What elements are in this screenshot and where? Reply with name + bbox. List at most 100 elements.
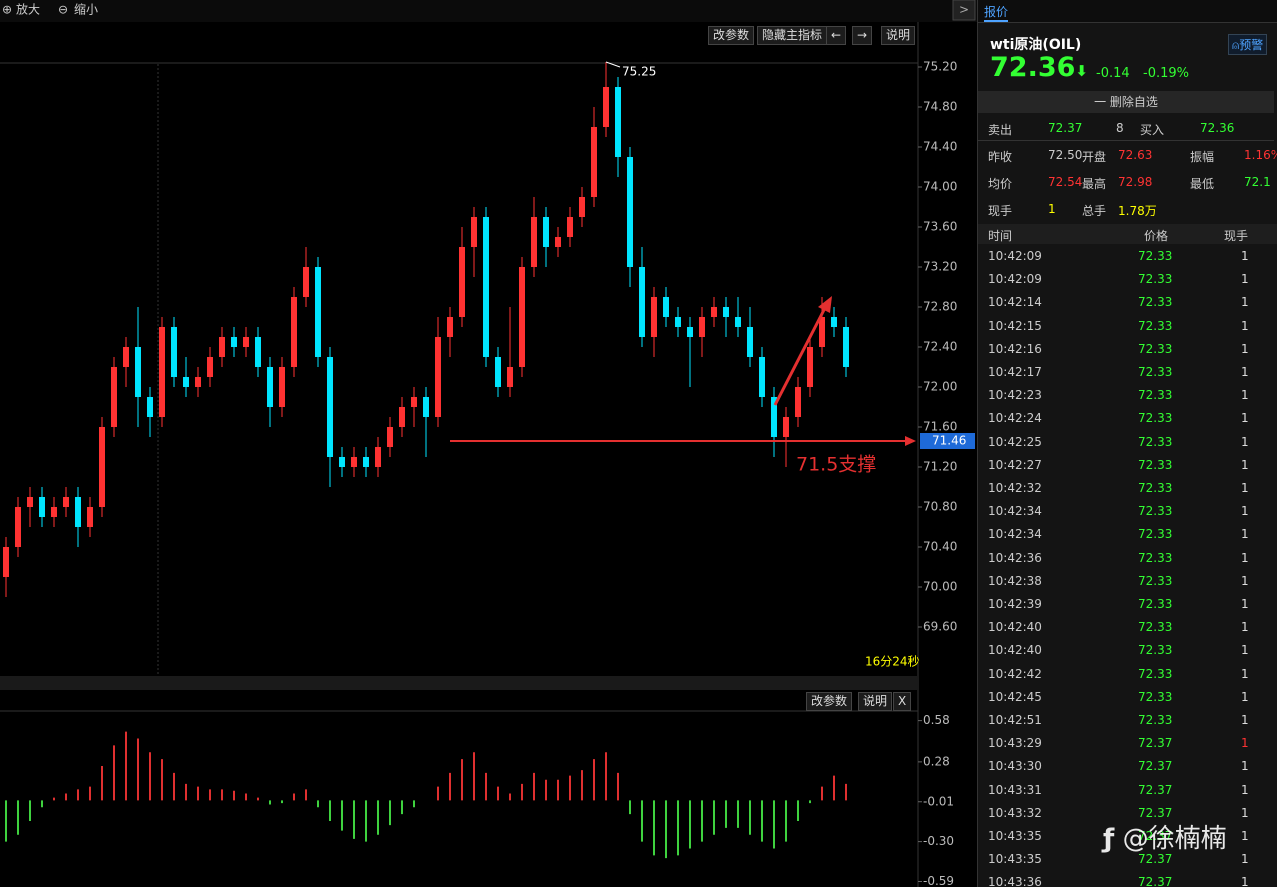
y-tick-label: 72.40 xyxy=(923,340,957,354)
toolbar-button[interactable]: ← xyxy=(826,26,847,45)
candle-body xyxy=(663,297,669,317)
watermark-text: @徐楠楠 xyxy=(1122,824,1227,854)
y-tick-label: 74.40 xyxy=(923,140,957,154)
toolbar-button[interactable]: 说明 xyxy=(881,26,916,45)
candle-body xyxy=(675,317,681,327)
toolbar-button[interactable]: 改参数 xyxy=(708,26,755,45)
candle-body xyxy=(603,87,609,127)
trade-price: 72.33 xyxy=(1138,457,1173,472)
zoom-out[interactable]: 缩小 xyxy=(74,2,98,17)
trade-price: 72.33 xyxy=(1138,504,1173,519)
candle-body xyxy=(375,447,381,467)
y-tick-label: 72.80 xyxy=(923,300,957,314)
zoom-out-icon[interactable]: ⊖ xyxy=(58,3,68,17)
collapse-button[interactable] xyxy=(952,0,976,21)
candle-body xyxy=(135,347,141,397)
trade-time: 10:42:38 xyxy=(988,573,1042,588)
trade-time: 10:42:42 xyxy=(988,666,1042,681)
candle-body xyxy=(819,317,825,347)
sell-price: 72.37 xyxy=(1048,121,1083,135)
trade-volume: 1 xyxy=(1241,365,1249,379)
trade-volume: 1 xyxy=(1241,573,1249,588)
y-tick-label: 75.20 xyxy=(923,60,957,74)
candle-body xyxy=(111,367,117,427)
trade-time: 10:42:16 xyxy=(988,341,1042,356)
candle-body xyxy=(795,387,801,417)
candle-body xyxy=(87,507,93,527)
change: -0.14 xyxy=(1096,66,1130,81)
y-tick-label: -0.01 xyxy=(923,794,954,808)
trade-time: 10:42:23 xyxy=(988,388,1042,403)
y-tick-label: -0.59 xyxy=(923,874,954,887)
candle-body xyxy=(267,367,273,407)
col-volume: 现手 xyxy=(1224,229,1249,243)
trade-volume: 1 xyxy=(1241,272,1249,287)
candle-body xyxy=(435,337,441,417)
stat-value: 72.50 xyxy=(1048,148,1083,162)
trade-time: 10:43:31 xyxy=(988,782,1042,797)
tab[interactable]: 报价 xyxy=(984,3,1009,22)
candle-body xyxy=(735,317,741,327)
trade-time: 10:42:15 xyxy=(988,318,1042,333)
toolbar-button[interactable]: → xyxy=(852,26,873,45)
annotation: 71.5支撑 xyxy=(796,454,876,476)
trade-price: 72.37 xyxy=(1138,829,1173,843)
sell-qty: 8 xyxy=(1116,121,1124,135)
candle-body xyxy=(519,267,525,367)
trade-price: 72.37 xyxy=(1138,736,1173,751)
last-price: 71.46 xyxy=(932,434,966,448)
candle-body xyxy=(363,457,369,467)
trade-time: 10:43:29 xyxy=(988,736,1042,751)
candle-body xyxy=(543,217,549,247)
col-time: 时间 xyxy=(988,229,1013,243)
trade-time: 10:42:36 xyxy=(988,550,1042,565)
toolbar-button[interactable]: 隐藏主指标 xyxy=(757,26,828,45)
candle-body xyxy=(627,157,633,267)
high-pointer xyxy=(605,61,621,68)
y-tick-label: 70.00 xyxy=(923,580,957,594)
y-tick-label: 74.80 xyxy=(923,100,957,114)
candle-body xyxy=(195,377,201,387)
candle-body xyxy=(315,267,321,357)
trade-price: 72.33 xyxy=(1138,318,1173,333)
candle-body xyxy=(447,317,453,337)
logo: ƒ xyxy=(1103,824,1115,854)
trade-volume: 1 xyxy=(1241,597,1249,611)
trade-time: 10:42:45 xyxy=(988,689,1042,704)
candle-body xyxy=(399,407,405,427)
candle-body xyxy=(699,317,705,337)
trade-price: 72.33 xyxy=(1138,434,1173,449)
trade-time: 10:42:34 xyxy=(988,504,1042,519)
trade-volume: 1 xyxy=(1241,388,1249,403)
candle-body xyxy=(63,497,69,507)
zoom-in[interactable]: 放大 xyxy=(16,2,40,17)
panel-button[interactable]: 改参数 xyxy=(806,692,853,711)
trade-volume: 1 xyxy=(1241,550,1249,565)
trade-price: 72.33 xyxy=(1138,550,1173,565)
trade-volume: 1 xyxy=(1241,759,1249,774)
candle-body xyxy=(171,327,177,377)
candle-body xyxy=(255,337,261,367)
quote-panel: 报价 wti原油(OIL) ⍝预警 72.36⬇ -0.14 -0.19% 一 … xyxy=(977,0,1277,887)
trade-price: 72.37 xyxy=(1138,852,1173,867)
trade-volume: 1 xyxy=(1241,318,1249,333)
alert-button[interactable]: ⍝预警 xyxy=(1228,34,1268,55)
stat-label: 昨收 xyxy=(988,150,1013,164)
trade-price: 72.37 xyxy=(1138,782,1173,797)
trade-volume: 1 xyxy=(1241,620,1249,635)
candle-body xyxy=(831,317,837,327)
trend-arrow xyxy=(773,305,828,406)
trade-time: 10:43:30 xyxy=(988,759,1042,774)
price: 72.36⬇ xyxy=(990,52,1088,83)
remove-watch[interactable]: 一 删除自选 xyxy=(978,91,1274,113)
stat-value: 72.54 xyxy=(1048,175,1083,189)
panel-button[interactable]: 说明 xyxy=(858,692,893,711)
trade-volume: 1 xyxy=(1241,457,1249,472)
change-pct: -0.19% xyxy=(1143,66,1189,81)
panel-button[interactable]: X xyxy=(893,692,912,711)
trade-price: 72.37 xyxy=(1138,805,1173,820)
trade-header xyxy=(978,224,1277,244)
zoom-in-icon[interactable]: ⊕ xyxy=(2,3,12,17)
trade-price: 72.33 xyxy=(1138,341,1173,356)
candle-body xyxy=(495,357,501,387)
